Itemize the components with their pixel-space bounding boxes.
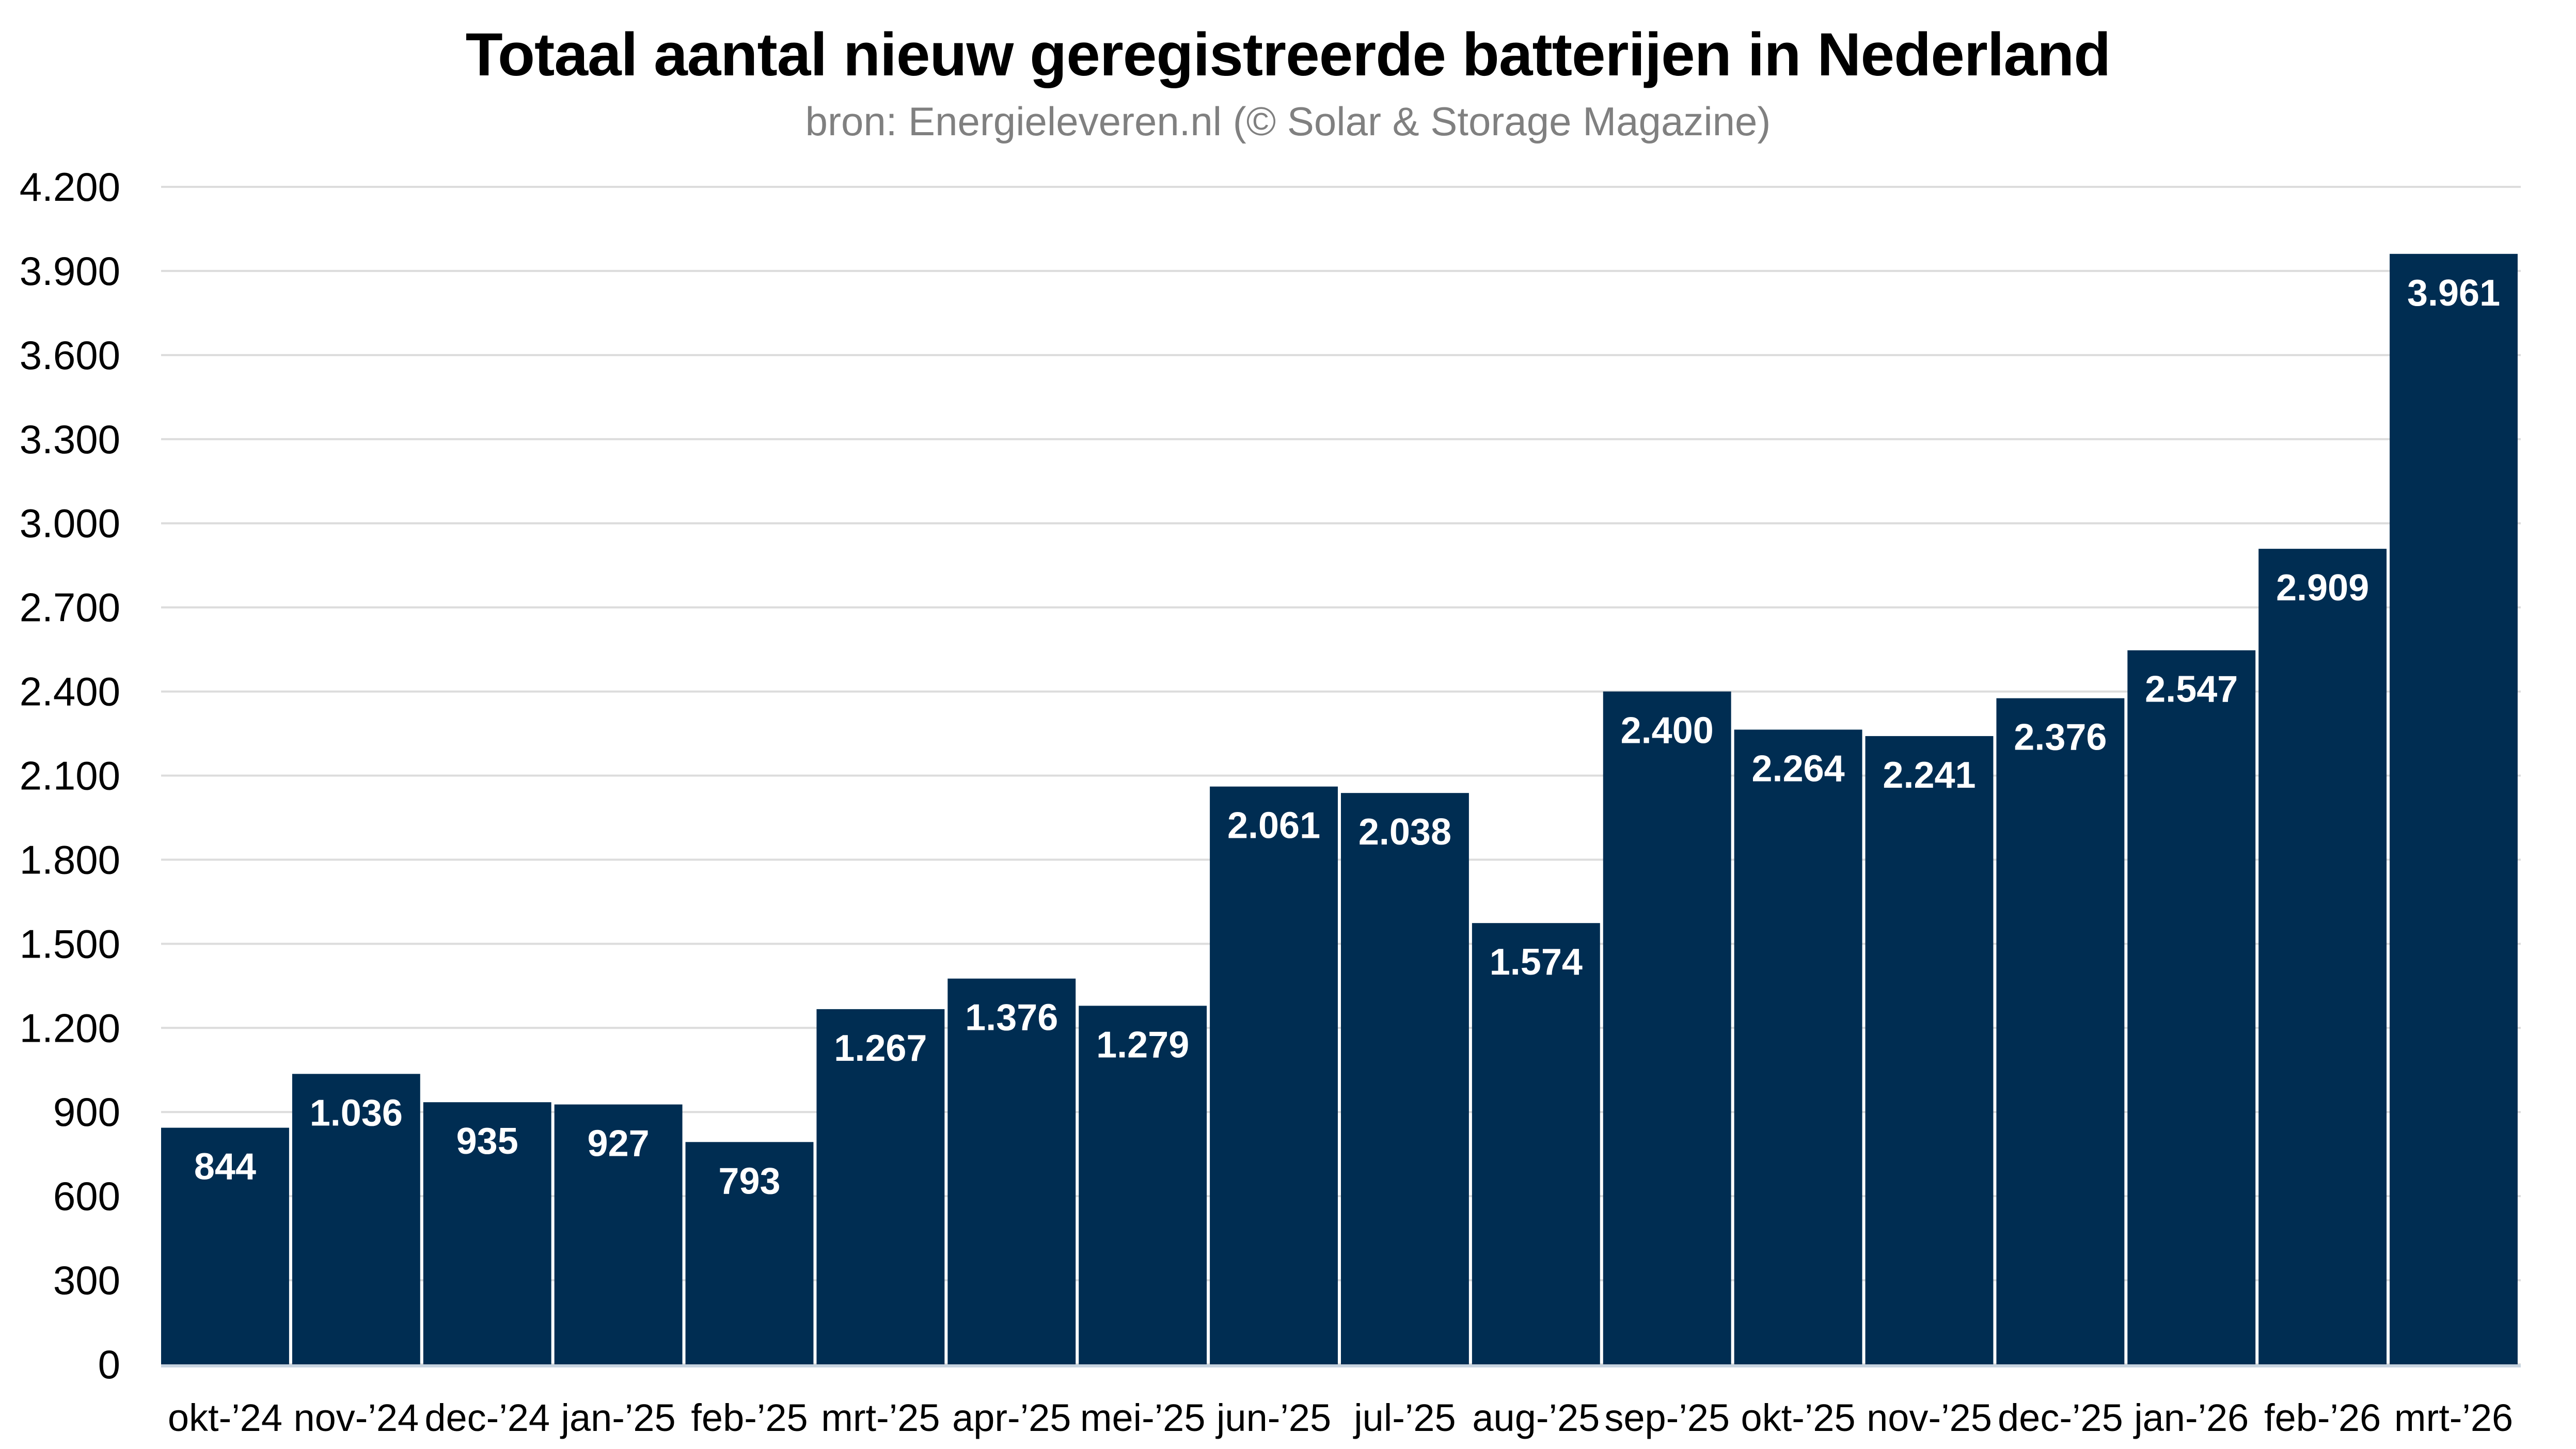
y-tick-label: 2.100: [20, 753, 120, 799]
bar-value-label: 2.909: [2276, 567, 2369, 609]
bar: [1472, 923, 1600, 1364]
y-tick-label: 600: [53, 1173, 120, 1219]
bar-value-label: 1.376: [965, 997, 1058, 1039]
bar-value-label: 1.574: [1490, 942, 1583, 983]
y-tick-label: 1.200: [20, 1005, 120, 1050]
bar-value-label: 2.061: [1227, 805, 1320, 847]
bar: [2127, 650, 2256, 1364]
x-tick-label: apr-’25: [952, 1396, 1071, 1439]
y-tick-label: 3.300: [20, 417, 120, 462]
chart-title: Totaal aantal nieuw geregistreerde batte…: [465, 21, 2111, 89]
x-tick-label: feb-’25: [691, 1396, 808, 1439]
bar-value-label: 2.547: [2145, 669, 2238, 710]
bar: [554, 1104, 683, 1364]
x-tick-label: feb-’26: [2264, 1396, 2381, 1439]
bar-value-label: 927: [588, 1123, 650, 1165]
bar-value-label: 2.376: [2014, 717, 2107, 758]
bar: [161, 1127, 289, 1364]
bar: [2390, 253, 2518, 1364]
y-axis: 0 300 600 900 1.200 1.500 1.800 2.100 2.400 2.700…: [20, 164, 120, 1387]
bar-value-label: 2.264: [1752, 748, 1845, 789]
y-tick-label: 3.000: [20, 501, 120, 546]
bar-value-label: 935: [456, 1121, 518, 1162]
x-tick-label: nov-’24: [293, 1396, 419, 1439]
x-tick-label: jun-’25: [1215, 1396, 1331, 1439]
bar-value-label: 2.038: [1358, 811, 1451, 853]
bar: [423, 1102, 551, 1364]
y-tick-label: 900: [53, 1089, 120, 1135]
bar-value-label: 1.267: [834, 1028, 927, 1069]
x-tick-label: sep-’25: [1604, 1396, 1730, 1439]
bar: [947, 978, 1076, 1364]
bar: [1079, 1006, 1207, 1364]
data-labels: 844 1.036 935 927 793 1.267 1.376 1.279 2.061 2.0…: [194, 273, 2500, 1202]
x-tick-label: okt-’25: [1741, 1396, 1856, 1439]
y-tick-label: 3.600: [20, 332, 120, 378]
bar: [1603, 691, 1731, 1364]
y-tick-label: 2.700: [20, 585, 120, 630]
y-tick-label: 2.400: [20, 669, 120, 714]
x-tick-label: jul-’25: [1353, 1396, 1456, 1439]
x-tick-label: mrt-’25: [821, 1396, 940, 1439]
bar: [2258, 549, 2387, 1364]
chart-subtitle: bron: Energieleveren.nl (© Solar & Stora…: [805, 99, 1771, 144]
x-tick-label: dec-’24: [424, 1396, 550, 1439]
bar-value-label: 1.036: [310, 1092, 403, 1134]
bar-value-label: 2.400: [1621, 710, 1714, 752]
y-tick-label: 3.900: [20, 248, 120, 294]
bar: [1341, 793, 1469, 1364]
bar-value-label: 3.961: [2407, 273, 2500, 314]
bar: [1734, 729, 1862, 1364]
x-tick-label: mrt-’26: [2394, 1396, 2513, 1439]
bar-value-label: 793: [718, 1160, 780, 1202]
y-tick-label: 1.500: [20, 921, 120, 966]
bar: [685, 1142, 814, 1364]
bar-value-label: 844: [194, 1147, 256, 1188]
bar: [1865, 736, 1994, 1364]
y-tick-label: 0: [98, 1342, 120, 1387]
y-tick-label: 300: [53, 1257, 120, 1303]
bar: [1996, 698, 2125, 1364]
bar-value-label: 2.241: [1883, 755, 1976, 796]
x-tick-label: okt-’24: [168, 1396, 282, 1439]
bar: [816, 1009, 945, 1364]
x-tick-label: nov-’25: [1867, 1396, 1992, 1439]
bar-value-label: 1.279: [1096, 1024, 1189, 1065]
x-tick-label: jan-’25: [560, 1396, 676, 1439]
bar: [1210, 786, 1338, 1364]
y-tick-label: 1.800: [20, 837, 120, 882]
bars: [161, 253, 2518, 1364]
x-tick-label: mei-’25: [1080, 1396, 1206, 1439]
x-axis: okt-’24 nov-’24 dec-’24 jan-’25 feb-’25 mrt-’…: [161, 1364, 2521, 1439]
x-tick-label: jan-’26: [2133, 1396, 2249, 1439]
bar: [292, 1074, 420, 1364]
x-tick-label: dec-’25: [1998, 1396, 2123, 1439]
x-tick-label: aug-’25: [1472, 1396, 1600, 1439]
y-tick-label: 4.200: [20, 164, 120, 210]
